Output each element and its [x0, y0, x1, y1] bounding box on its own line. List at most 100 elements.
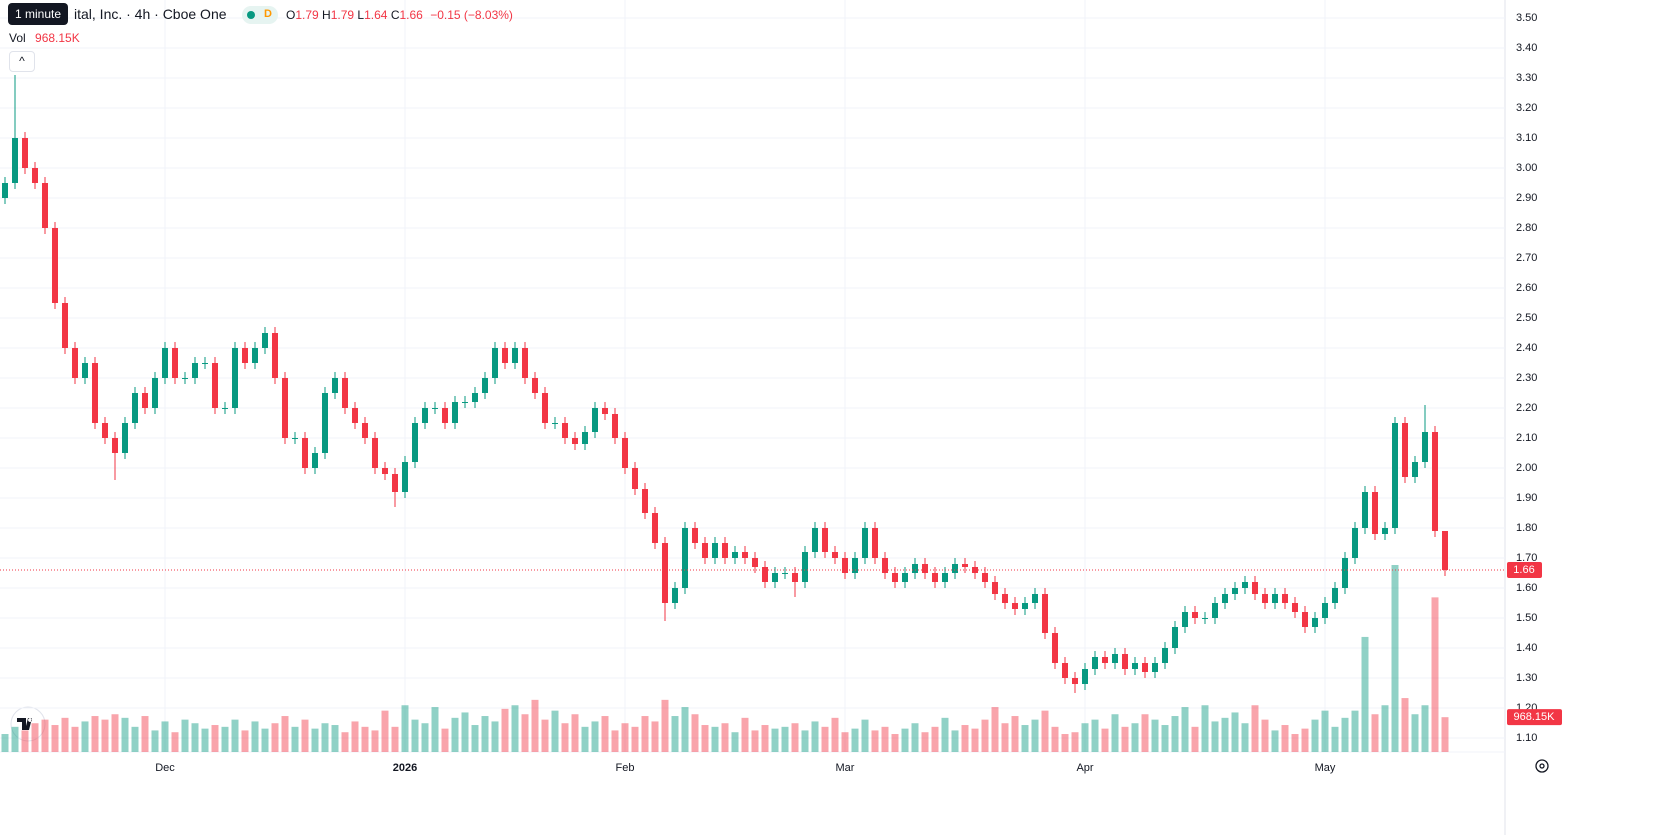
candle-body — [1402, 423, 1408, 477]
candle-body — [792, 573, 798, 582]
symbol-title[interactable]: ital, Inc. · 4h · Cboe One — [74, 6, 227, 22]
candle-body — [102, 423, 108, 438]
candle-body — [472, 393, 478, 402]
y-tick-label: 2.30 — [1516, 372, 1537, 384]
candle-body — [442, 408, 448, 423]
volume-bar — [1131, 723, 1139, 752]
volume-bar — [591, 721, 599, 752]
candle-body — [1352, 528, 1358, 558]
volume-bar — [1111, 714, 1119, 752]
candle-body — [902, 573, 908, 582]
candle-body — [602, 408, 608, 414]
volume-bar — [41, 719, 49, 752]
volume-bar — [1041, 710, 1049, 752]
candle-body — [502, 348, 508, 363]
candle-body — [772, 573, 778, 582]
candle-body — [912, 564, 918, 573]
candle-body — [202, 363, 208, 364]
candle-body — [1122, 654, 1128, 669]
settings-icon[interactable] — [1535, 759, 1549, 773]
volume-bar — [421, 723, 429, 752]
candle-body — [1212, 603, 1218, 618]
volume-bar — [891, 734, 899, 752]
candle-body — [1342, 558, 1348, 588]
candle-body — [112, 438, 118, 453]
last-price-badge — [1507, 562, 1542, 578]
candle-body — [232, 348, 238, 408]
volume-bar — [201, 728, 209, 752]
volume-bar — [521, 714, 529, 752]
status-badge[interactable]: D — [242, 6, 278, 24]
volume-bar — [981, 719, 989, 752]
volume-bar — [661, 699, 669, 752]
volume-bar — [851, 728, 859, 752]
y-tick-label: 1.60 — [1516, 582, 1537, 594]
volume-bar — [961, 725, 969, 752]
candle-body — [412, 423, 418, 462]
volume-bar — [1051, 726, 1059, 752]
candle-body — [732, 552, 738, 558]
candle-body — [1152, 663, 1158, 672]
o-label: O — [286, 8, 296, 22]
volume-bar — [1411, 714, 1419, 752]
candle-body — [322, 393, 328, 453]
volume-bar — [281, 716, 289, 752]
volume-bar — [1071, 732, 1079, 752]
candle-body — [552, 423, 558, 424]
candle-body — [1392, 423, 1398, 528]
volume-bar — [831, 717, 839, 752]
candle-body — [1072, 678, 1078, 684]
volume-bar — [351, 721, 359, 752]
volume-bar — [141, 716, 149, 752]
volume-bar — [81, 721, 89, 752]
candle-body — [762, 567, 768, 582]
candle-body — [862, 528, 868, 558]
candle-body — [952, 564, 958, 573]
volume-bar — [811, 721, 819, 752]
volume-bar — [181, 719, 189, 752]
volume-bar — [971, 728, 979, 752]
candle-body — [592, 408, 598, 432]
volume-bar — [301, 719, 309, 752]
volume-bar — [411, 719, 419, 752]
y-tick-label: 2.90 — [1516, 192, 1537, 204]
change-value: −0.15 (−8.03%) — [430, 8, 513, 22]
candle-body — [292, 438, 298, 439]
candle-body — [22, 138, 28, 168]
candle-body — [1302, 612, 1308, 627]
volume-bar — [361, 726, 369, 752]
tradingview-logo[interactable] — [10, 706, 46, 742]
volume-bar — [691, 714, 699, 752]
volume-bar — [321, 723, 329, 752]
y-tick-label: 2.20 — [1516, 402, 1537, 414]
candle-body — [582, 432, 588, 444]
x-tick-label: Apr — [1076, 762, 1093, 774]
volume-bar — [501, 708, 509, 752]
y-tick-label: 1.80 — [1516, 522, 1537, 534]
volume-bar — [881, 726, 889, 752]
candle-body — [722, 543, 728, 558]
y-tick-label: 3.00 — [1516, 162, 1537, 174]
candle-body — [1202, 618, 1208, 619]
volume-bar — [261, 728, 269, 752]
candle-body — [1372, 492, 1378, 534]
volume-bar — [431, 707, 439, 752]
volume-bar — [551, 710, 559, 752]
volume-bar — [111, 714, 119, 752]
candle-body — [1432, 432, 1438, 531]
candle-body — [532, 378, 538, 393]
candle-body — [712, 543, 718, 558]
candle-body — [402, 462, 408, 492]
volume-bar — [1271, 730, 1279, 752]
candle-body — [312, 453, 318, 468]
vol-label: Vol — [9, 31, 26, 45]
collapse-button[interactable]: ^ — [9, 51, 35, 72]
x-tick-label: May — [1315, 762, 1336, 774]
volume-bar — [1341, 717, 1349, 752]
candle-body — [882, 558, 888, 573]
volume-bar — [651, 721, 659, 752]
candle-body — [872, 528, 878, 558]
candle-body — [512, 348, 518, 363]
candle-body — [1112, 654, 1118, 663]
volume-bar — [931, 726, 939, 752]
